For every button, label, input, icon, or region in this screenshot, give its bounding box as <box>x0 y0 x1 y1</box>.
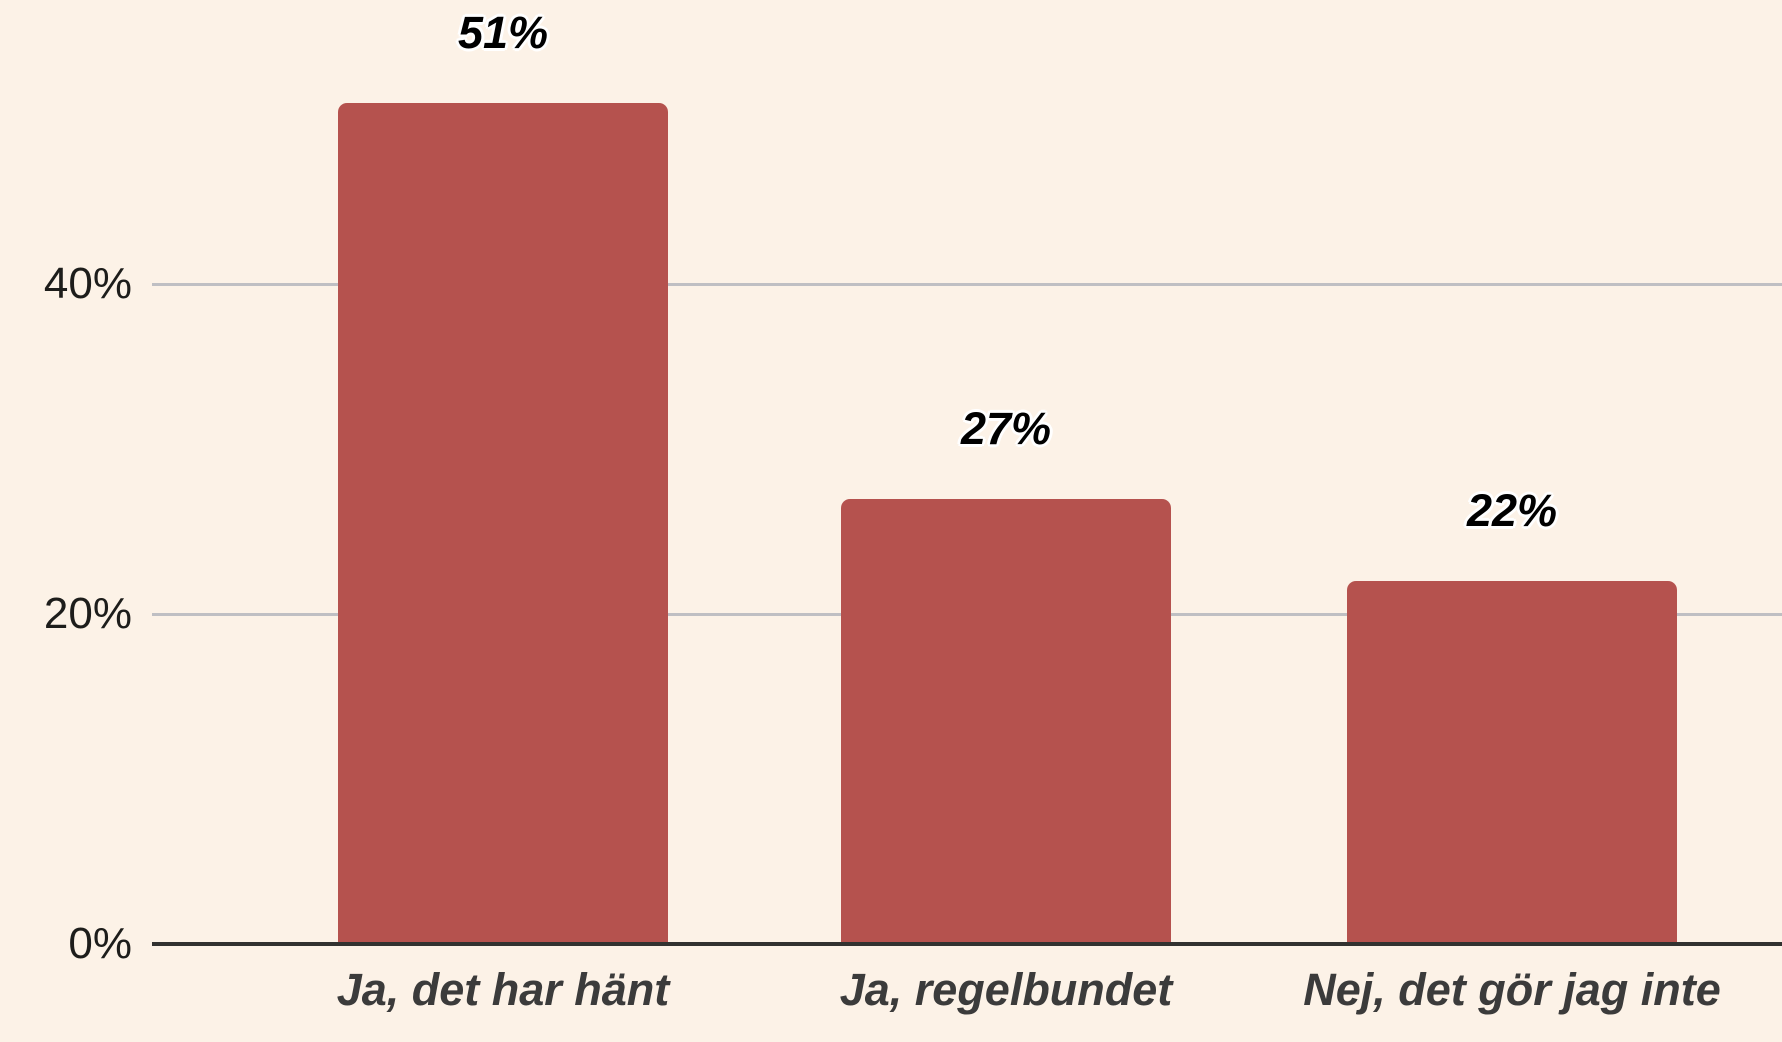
bar-group-ja-det-har-hant: 51% Ja, det har hänt <box>337 0 670 1042</box>
value-label: 22% <box>1466 485 1558 536</box>
y-tick-label-0: 0% <box>68 919 132 968</box>
bar-group-nej-det-gor-jag-inte: 22% Nej, det gör jag inte <box>1303 0 1721 1042</box>
value-label: 27% <box>960 402 1052 454</box>
value-label: 51% <box>457 6 549 58</box>
category-label: Nej, det gör jag inte <box>1303 964 1721 1015</box>
bar-group-ja-regelbundet: 27% Ja, regelbundet <box>840 0 1173 1042</box>
y-tick-label-20: 20% <box>43 589 132 638</box>
category-label: Ja, regelbundet <box>839 964 1173 1015</box>
y-tick-label-40: 40% <box>43 259 132 308</box>
bar-ja-det-har-hant[interactable] <box>338 102 668 944</box>
category-label: Ja, det har hänt <box>336 964 670 1015</box>
x-axis-line <box>152 942 1782 946</box>
bar-nej-det-gor-jag-inte[interactable] <box>1347 581 1677 944</box>
bar-ja-regelbundet[interactable] <box>841 498 1171 944</box>
gridline-40pct <box>152 282 1782 286</box>
